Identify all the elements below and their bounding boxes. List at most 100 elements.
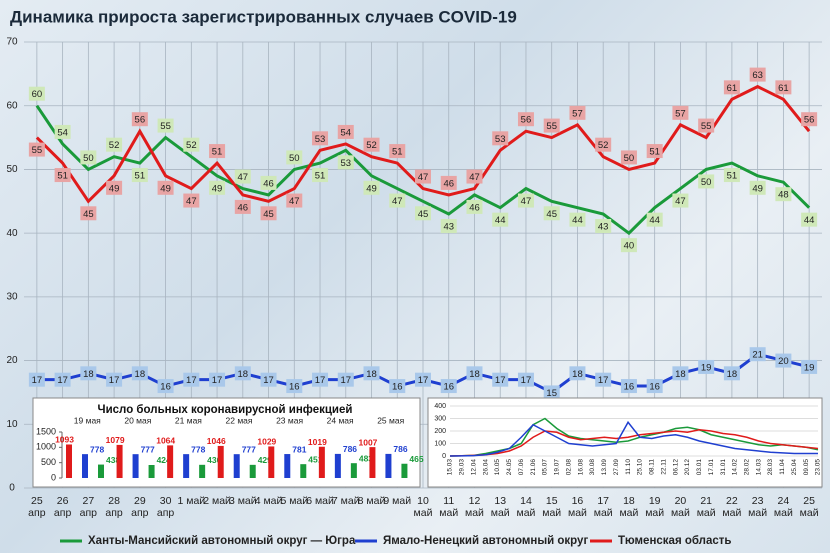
bar [318, 446, 325, 478]
value-label: 1019 [308, 437, 327, 447]
value-label: 50 [289, 153, 300, 164]
x-tick-label: 10 май [413, 495, 433, 519]
value-label-box [569, 366, 586, 381]
x-tick-label: 23 мая [276, 415, 303, 425]
value-label-box [28, 372, 45, 387]
value-label: 46 [443, 178, 454, 189]
value-label: 50 [624, 153, 635, 164]
x-tick-label: 27.09 [613, 459, 620, 476]
x-tick-label: 05.07 [542, 459, 549, 476]
value-label-box [440, 379, 457, 394]
value-label: 52 [186, 140, 197, 151]
value-label: 786 [343, 444, 357, 454]
value-label-box [723, 80, 740, 95]
value-label-box [775, 187, 792, 202]
y-tick-label: 50 [6, 164, 18, 175]
value-label-box [131, 366, 148, 381]
value-label: 16 [443, 382, 454, 393]
value-label-box [492, 212, 509, 227]
value-label: 61 [778, 83, 789, 94]
value-label: 17 [495, 375, 506, 386]
value-label: 786 [393, 444, 407, 454]
bar [401, 463, 408, 478]
bar [148, 464, 155, 478]
value-label-box [492, 131, 509, 146]
x-tick-label: 22 май [722, 495, 742, 519]
bar [132, 454, 139, 478]
value-label-box [80, 150, 97, 165]
value-label-box [28, 142, 45, 157]
value-label-box [106, 180, 123, 195]
value-label-box [466, 366, 483, 381]
value-label-box [80, 366, 97, 381]
series-line [449, 428, 819, 457]
value-label-box [106, 372, 123, 387]
value-label-box [749, 347, 766, 362]
value-label: 47 [469, 172, 480, 183]
value-label-box [543, 385, 560, 400]
x-tick-label: 22 мая [226, 415, 253, 425]
value-label: 17 [315, 375, 326, 386]
value-label-box [543, 118, 560, 133]
value-label: 18 [727, 369, 738, 380]
x-tick-label: 25 май [799, 495, 819, 519]
value-label: 45 [418, 209, 429, 220]
y-tick-label: 500 [41, 457, 56, 467]
value-label: 1029 [257, 437, 276, 447]
value-label-box [131, 112, 148, 127]
value-label: 47 [186, 196, 197, 207]
x-tick-label: 07.06 [518, 459, 525, 476]
value-label-box [672, 366, 689, 381]
value-label: 46 [238, 202, 249, 213]
value-label-box [337, 372, 354, 387]
series-line [449, 420, 818, 457]
value-label-box [801, 112, 818, 127]
value-label: 55 [546, 121, 557, 132]
x-tick-label: 28 апр [105, 495, 123, 519]
x-tick-label: 21 мая [175, 415, 202, 425]
value-label-box [749, 67, 766, 82]
value-label: 53 [495, 134, 506, 145]
y-tick-label: 0 [51, 472, 56, 482]
value-label-box [517, 372, 534, 387]
value-label-box [801, 212, 818, 227]
value-label: 44 [495, 215, 506, 226]
value-label-box [723, 366, 740, 381]
value-label-box [80, 206, 97, 221]
x-tick-label: 16 май [567, 495, 587, 519]
x-tick-label: 03.01 [696, 459, 703, 476]
value-label-box [363, 137, 380, 152]
x-tick-label: 16.08 [577, 459, 584, 476]
value-label-box [363, 180, 380, 195]
value-label: 18 [238, 369, 249, 380]
x-tick-label: 21 май [696, 495, 716, 519]
value-label: 49 [109, 183, 120, 194]
value-label: 17 [32, 375, 43, 386]
x-tick-label: 20 май [670, 495, 690, 519]
value-label: 40 [624, 241, 635, 252]
value-label: 465 [409, 454, 423, 464]
value-label: 52 [366, 140, 377, 151]
value-label: 16 [624, 382, 635, 393]
value-label-box [517, 112, 534, 127]
value-label: 47 [418, 172, 429, 183]
bar [334, 453, 341, 478]
value-label-box [801, 359, 818, 374]
value-label: 17 [109, 375, 120, 386]
bar [217, 445, 224, 478]
x-tick-label: 11.10 [625, 459, 632, 475]
value-label: 47 [289, 196, 300, 207]
legend-label: Ямало-Ненецкий автономный округ [383, 535, 588, 547]
x-tick-label: 13 май [490, 495, 510, 519]
value-label: 53 [315, 134, 326, 145]
value-label: 16 [289, 382, 300, 393]
value-label-box [260, 372, 277, 387]
x-tick-label: 06.12 [672, 459, 679, 476]
value-label-box [415, 372, 431, 387]
series-line [35, 104, 811, 236]
bar [369, 447, 376, 478]
value-label: 45 [83, 209, 94, 220]
value-label: 777 [141, 444, 155, 454]
y-tick-label: 1500 [36, 426, 56, 436]
